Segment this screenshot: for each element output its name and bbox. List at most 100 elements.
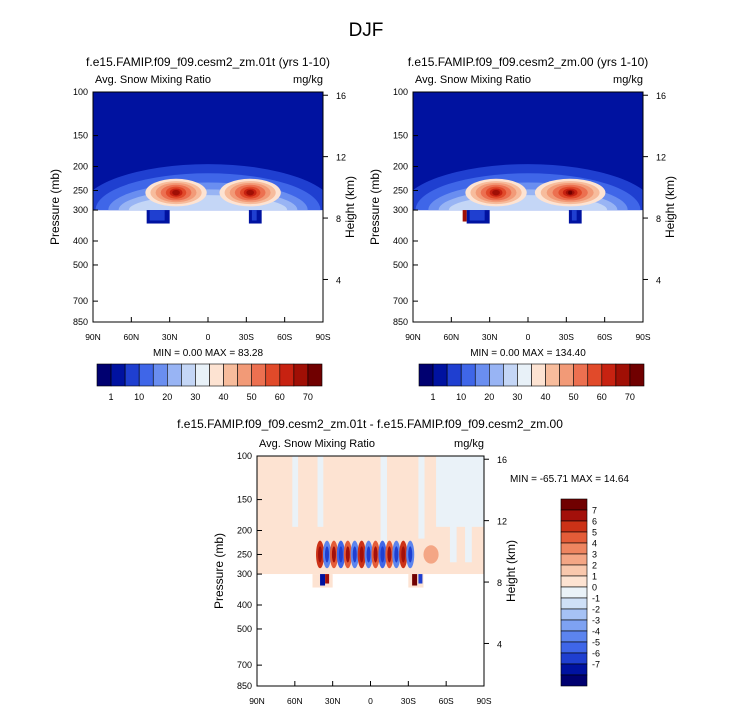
streak bbox=[317, 456, 324, 527]
lat-tick-label: 90S bbox=[315, 332, 330, 342]
height-tick-label: 16 bbox=[336, 91, 346, 101]
lat-tick-label: 30S bbox=[559, 332, 574, 342]
panel-title: f.e15.FAMIP.f09_f09.cesm2_zm.01t (yrs 1-… bbox=[86, 55, 330, 69]
colorbar-box bbox=[573, 363, 589, 387]
y-axis-label: Pressure (mb) bbox=[212, 533, 226, 609]
dipole-core bbox=[394, 546, 399, 563]
colorbar-label: 2 bbox=[592, 561, 597, 571]
jet-level bbox=[492, 189, 500, 196]
dipole-core bbox=[359, 546, 364, 563]
dipole-core bbox=[408, 546, 413, 563]
colorbar: 1 10 20 30 40 50 60 70 bbox=[418, 363, 645, 402]
colorbar-label: 60 bbox=[275, 392, 285, 402]
colorbar-label: 1 bbox=[592, 572, 597, 582]
y2-axis-label: Height (km) bbox=[663, 176, 677, 238]
pressure-tick-label: 250 bbox=[237, 549, 252, 559]
colorbar-label: 20 bbox=[484, 392, 494, 402]
pressure-tick-label: 150 bbox=[73, 131, 88, 141]
colorbar-label: 50 bbox=[569, 392, 579, 402]
lat-tick-label: 90S bbox=[635, 332, 650, 342]
lat-tick-label: 30N bbox=[162, 332, 178, 342]
colorbar-label: -3 bbox=[592, 616, 600, 626]
y2-axis-label: Height (km) bbox=[504, 540, 518, 602]
colorbar-label: 10 bbox=[134, 392, 144, 402]
colorbar-label: 30 bbox=[190, 392, 200, 402]
streak bbox=[380, 456, 387, 551]
dipole-core bbox=[352, 546, 357, 563]
colorbar-label: 1 bbox=[431, 392, 436, 402]
colorbar-box bbox=[223, 363, 238, 387]
colorbar-box bbox=[560, 652, 588, 665]
colorbar-box bbox=[307, 363, 323, 387]
colorbar-label: 70 bbox=[625, 392, 635, 402]
pressure-tick-label: 100 bbox=[393, 87, 408, 97]
colorbar-box bbox=[152, 363, 168, 387]
pressure-tick-label: 700 bbox=[237, 660, 252, 670]
colorbar-label: 7 bbox=[592, 506, 597, 516]
colorbar-label: 70 bbox=[303, 392, 313, 402]
colorbar-box bbox=[560, 509, 588, 522]
units-label: mg/kg bbox=[613, 74, 643, 86]
lat-tick-label: 60S bbox=[439, 696, 454, 706]
colorbar-label: -7 bbox=[592, 660, 600, 670]
y-axis-label: Pressure (mb) bbox=[48, 169, 62, 245]
panel-title: f.e15.FAMIP.f09_f09.cesm2_zm.00 (yrs 1-1… bbox=[408, 55, 649, 69]
colorbar-box bbox=[560, 498, 588, 511]
lat-tick-label: 90S bbox=[476, 696, 491, 706]
height-tick-label: 12 bbox=[336, 153, 346, 163]
dipole-core bbox=[345, 546, 350, 563]
variable-label: Avg. Snow Mixing Ratio bbox=[95, 74, 211, 86]
dipole-core bbox=[338, 546, 343, 563]
dipole-core bbox=[387, 546, 392, 563]
pressure-tick-label: 850 bbox=[73, 317, 88, 327]
colorbar-box bbox=[601, 363, 617, 387]
colorbar-box bbox=[418, 363, 434, 387]
figure-title: DJF bbox=[349, 20, 384, 41]
colorbar-box bbox=[138, 363, 154, 387]
height-tick-label: 8 bbox=[497, 578, 502, 588]
pressure-tick-label: 250 bbox=[393, 185, 408, 195]
colorbar-box bbox=[559, 363, 574, 387]
colorbar-box bbox=[560, 586, 588, 599]
dipole-core bbox=[380, 546, 385, 563]
pressure-tick-label: 850 bbox=[393, 317, 408, 327]
pressure-tick-label: 100 bbox=[73, 87, 88, 97]
pressure-tick-label: 400 bbox=[73, 236, 88, 246]
min-max-stats: MIN = 0.00 MAX = 134.40 bbox=[470, 348, 586, 359]
pressure-tick-label: 300 bbox=[393, 205, 408, 215]
lat-tick-label: 30S bbox=[401, 696, 416, 706]
dipole-core bbox=[366, 546, 371, 563]
pressure-tick-label: 850 bbox=[237, 681, 252, 691]
y2-axis-label: Height (km) bbox=[343, 176, 357, 238]
dipole-core bbox=[373, 546, 378, 563]
colorbar-box bbox=[209, 363, 224, 387]
colorbar-label: 30 bbox=[512, 392, 522, 402]
colorbar-box bbox=[293, 363, 309, 387]
height-tick-label: 12 bbox=[497, 517, 507, 527]
pressure-tick-label: 200 bbox=[393, 161, 408, 171]
lat-tick-label: 60N bbox=[124, 332, 140, 342]
lat-tick-label: 60S bbox=[597, 332, 612, 342]
colorbar-box bbox=[560, 597, 588, 610]
colorbar-box bbox=[560, 619, 588, 632]
dipole-core bbox=[331, 546, 336, 563]
colorbar: 1 10 20 30 40 50 60 70 bbox=[96, 363, 323, 402]
pressure-tick-label: 500 bbox=[73, 260, 88, 270]
lat-tick-label: 60S bbox=[277, 332, 292, 342]
lat-tick-label: 90N bbox=[85, 332, 101, 342]
lat-tick-label: 60N bbox=[287, 696, 303, 706]
pressure-tick-label: 700 bbox=[73, 296, 88, 306]
colorbar-box bbox=[167, 363, 182, 387]
colorbar-label: 40 bbox=[219, 392, 229, 402]
colorbar-box bbox=[560, 553, 588, 566]
colorbar-box bbox=[560, 641, 588, 654]
sh-negative-area bbox=[436, 456, 484, 527]
variable-label: Avg. Snow Mixing Ratio bbox=[415, 74, 531, 86]
colorbar-box bbox=[460, 363, 476, 387]
units-label: mg/kg bbox=[293, 74, 323, 86]
colorbar-box bbox=[110, 363, 126, 387]
pressure-tick-label: 150 bbox=[393, 131, 408, 141]
